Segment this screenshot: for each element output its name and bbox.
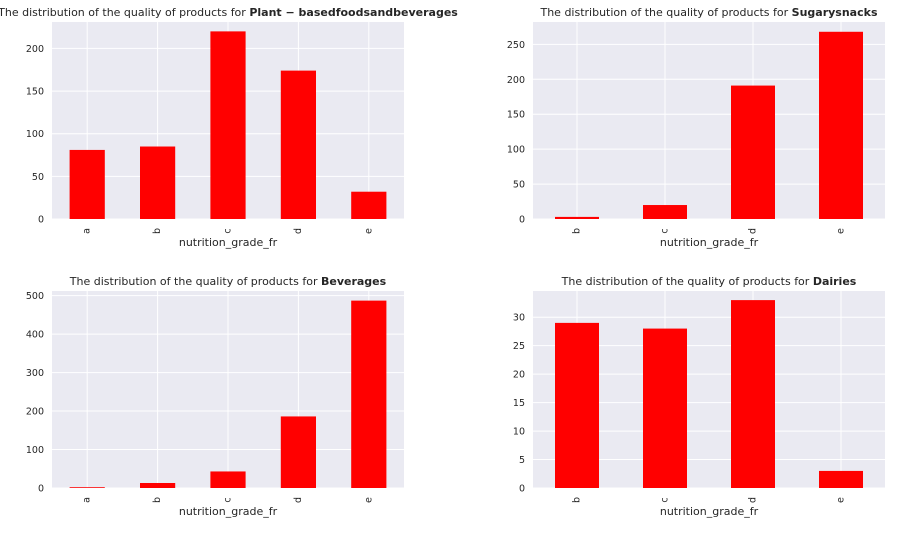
y-tick-label: 400	[26, 330, 44, 341]
y-tick-label: 200	[507, 75, 525, 86]
y-tick-label: 100	[26, 129, 44, 140]
y-tick-label: 150	[26, 87, 44, 98]
y-tick-label: 250	[507, 40, 525, 51]
y-tick-label: 200	[26, 407, 44, 418]
bar-b	[140, 146, 176, 219]
y-tick-label: 0	[38, 215, 44, 226]
bar-c	[643, 205, 687, 219]
x-tick-label: d	[748, 497, 759, 503]
chart-title: The distribution of the quality of produ…	[561, 275, 857, 288]
bar-d	[731, 85, 775, 219]
y-tick-label: 25	[513, 341, 525, 352]
chart-title: The distribution of the quality of produ…	[0, 6, 458, 19]
y-tick-label: 0	[38, 484, 44, 495]
x-axis-label: nutrition_grade_fr	[179, 505, 278, 518]
bar-d	[280, 416, 316, 488]
y-tick-label: 200	[26, 44, 44, 55]
bar-c	[643, 328, 687, 488]
bar-e	[819, 470, 863, 488]
bar-a	[69, 487, 105, 488]
x-tick-label: c	[223, 228, 234, 233]
x-tick-label: b	[572, 228, 583, 234]
x-tick-label: b	[152, 228, 163, 234]
y-tick-label: 15	[513, 398, 525, 409]
bar-e	[351, 300, 387, 488]
x-axis-label: nutrition_grade_fr	[179, 236, 278, 249]
y-tick-label: 500	[26, 291, 44, 302]
y-tick-label: 50	[513, 180, 525, 191]
y-tick-label: 150	[507, 110, 525, 121]
x-tick-label: c	[660, 497, 671, 502]
x-tick-label: c	[223, 497, 234, 502]
x-tick-label: b	[152, 497, 163, 503]
chart-title-category: Plant − basedfoodsandbeverages	[249, 6, 458, 19]
x-axis-label: nutrition_grade_fr	[660, 505, 759, 518]
bar-a	[69, 149, 105, 219]
x-tick-label: d	[293, 497, 304, 503]
chart-panel-2: 0 50 100 150 200 250 b c d e nutrition_grade_fr The…	[507, 6, 885, 249]
y-tick-label: 0	[519, 484, 525, 495]
y-tick-label: 10	[513, 427, 525, 438]
chart-title-prefix: The distribution of the quality of produ…	[539, 6, 791, 19]
bar-b	[555, 216, 599, 219]
y-tick-label: 0	[519, 215, 525, 226]
chart-title-prefix: The distribution of the quality of produ…	[0, 6, 249, 19]
x-tick-label: e	[363, 228, 374, 234]
chart-title-category: Dairies	[813, 275, 857, 288]
y-tick-label: 100	[507, 145, 525, 156]
chart-title: The distribution of the quality of produ…	[539, 6, 877, 19]
chart-title-category: Sugarysnacks	[792, 6, 878, 19]
bar-d	[280, 70, 316, 220]
bar-b	[555, 322, 599, 488]
x-axis-label: nutrition_grade_fr	[660, 236, 759, 249]
bar-c	[210, 471, 246, 488]
y-tick-label: 5	[519, 455, 525, 466]
x-tick-label: d	[748, 228, 759, 234]
bar-e	[819, 31, 863, 220]
y-tick-label: 30	[513, 313, 525, 324]
x-tick-label: e	[836, 497, 847, 503]
chart-panel-1: 0 50 100 150 200 a b c d e nutrition_grade_fr The d…	[0, 6, 458, 249]
chart-title-prefix: The distribution of the quality of produ…	[69, 275, 321, 288]
chart-panel-4: 0 5 10 15 20 25 30 b c d e nutrition_grade_fr The di…	[513, 275, 885, 518]
x-tick-label: b	[572, 497, 583, 503]
x-tick-label: c	[660, 228, 671, 233]
y-tick-label: 300	[26, 368, 44, 379]
bar-d	[731, 300, 775, 488]
x-tick-label: e	[836, 228, 847, 234]
bar-b	[140, 482, 176, 488]
x-tick-label: a	[82, 497, 93, 503]
chart-title-category: Beverages	[321, 275, 387, 288]
chart-panel-3: 0 100 200 300 400 500 a b c d e nutrition_grade_fr T…	[26, 275, 404, 518]
y-tick-label: 20	[513, 370, 525, 381]
chart-title: The distribution of the quality of produ…	[69, 275, 387, 288]
chart-title-prefix: The distribution of the quality of produ…	[561, 275, 813, 288]
y-tick-label: 50	[32, 172, 44, 183]
bar-e	[351, 191, 387, 219]
bar-c	[210, 31, 246, 220]
y-tick-label: 100	[26, 445, 44, 456]
x-tick-label: d	[293, 228, 304, 234]
x-tick-label: a	[82, 228, 93, 234]
x-tick-label: e	[363, 497, 374, 503]
